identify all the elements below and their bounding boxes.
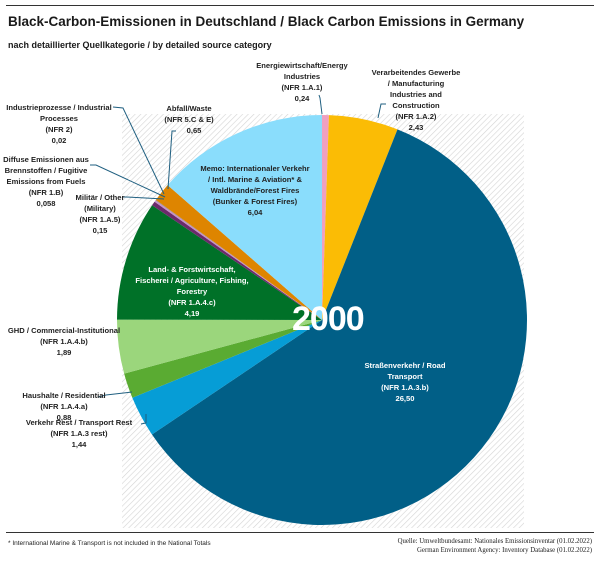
pie-slice <box>117 205 322 320</box>
label-text: Militär / Other <box>75 193 125 202</box>
pie-slice <box>167 115 322 320</box>
label-text: (Bunker & Forest Fires) <box>212 197 298 206</box>
label-text: Industries and <box>390 90 442 99</box>
label-agriculture: Land- & Forstwirtschaft, Fischerei / Agr… <box>126 264 258 319</box>
pie-slice <box>151 129 528 525</box>
source-line-2: German Environment Agency: Inventory Dat… <box>417 547 592 554</box>
label-military: Militär / Other (Military) (NFR 1.A.5) 0… <box>64 192 136 236</box>
label-text: Construction <box>392 101 440 110</box>
top-rule <box>6 5 594 6</box>
label-text: Verarbeitendes Gewerbe <box>371 68 461 77</box>
source-line-1: Quelle: Umweltbundesamt: Nationales Emis… <box>397 538 592 545</box>
pie-slice <box>322 115 329 320</box>
label-text: Memo: Internationaler Verkehr <box>200 164 310 173</box>
label-text: Industrieprozesse / Industrial <box>6 103 112 112</box>
pie-slice <box>322 115 398 321</box>
label-text: / Manufacturing <box>387 79 445 88</box>
label-value: 1,89 <box>56 348 72 357</box>
label-manufacturing: Verarbeitendes Gewerbe / Manufacturing I… <box>356 67 476 133</box>
label-value: 0,02 <box>51 136 67 145</box>
label-text: Abfall/Waste <box>166 104 212 113</box>
pie-slice <box>152 201 322 320</box>
label-industrial: Industrieprozesse / Industrial Processes… <box>0 102 118 146</box>
label-text: Processes <box>40 114 78 123</box>
label-text: (NFR 2) <box>45 125 73 134</box>
pie-slice <box>116 319 322 374</box>
label-text: (NFR 1.A.3 rest) <box>50 429 108 438</box>
label-text: (NFR 1.A.2) <box>395 112 437 121</box>
label-text: Diffuse Emissionen aus <box>3 155 89 164</box>
label-transport-rest: Verkehr Rest / Transport Rest (NFR 1.A.3… <box>18 417 140 450</box>
label-energy: Energiewirtschaft/Energy Industries (NFR… <box>246 60 358 104</box>
label-value: 6,04 <box>247 208 263 217</box>
label-text: (NFR 1.A.4.c) <box>168 298 216 307</box>
label-value: 0,88 <box>56 413 72 422</box>
pie-slice <box>132 320 322 435</box>
label-text: Haushalte / Residential <box>22 391 106 400</box>
source-note: Quelle: Umweltbundesamt: Nationales Emis… <box>398 537 592 555</box>
pie-slice <box>124 320 323 398</box>
label-value: 0,15 <box>92 226 108 235</box>
label-text: (NFR 1.A.1) <box>281 83 323 92</box>
label-text: Forestry <box>176 287 208 296</box>
label-text: Emissions from Fuels <box>6 177 86 186</box>
label-residential: Haushalte / Residential (NFR 1.A.4.a) 0,… <box>8 390 120 423</box>
label-text: Waldbrände/Forest Fires <box>210 186 300 195</box>
label-road-transport: Straßenverkehr / Road Transport (NFR 1.A… <box>350 360 460 404</box>
label-memo: Memo: Internationaler Verkehr / Intl. Ma… <box>186 163 324 218</box>
label-text: (NFR 5.C & E) <box>164 115 214 124</box>
label-text: (NFR 1.A.3.b) <box>381 383 429 392</box>
label-value: 0,65 <box>186 126 202 135</box>
pie-slice <box>155 185 322 320</box>
label-text: Land- & Forstwirtschaft, <box>148 265 236 274</box>
label-text: GHD / Commercial-Institutional <box>7 326 121 335</box>
label-text: (NFR 1.A.4.a) <box>40 402 88 411</box>
label-text: Verkehr Rest / Transport Rest <box>25 418 133 427</box>
label-value: 0,24 <box>294 94 310 103</box>
label-value: 0,058 <box>36 199 56 208</box>
label-text: (Military) <box>84 204 116 213</box>
pie-slice <box>154 200 322 320</box>
label-value: 1,44 <box>71 440 87 449</box>
pie-slice <box>155 199 322 320</box>
leader-lines <box>90 94 386 425</box>
label-text: Brennstoffen / Fugitive <box>4 166 88 175</box>
label-value: 2,43 <box>408 123 424 132</box>
label-text: Straßenverkehr / Road <box>364 361 446 370</box>
footnote: * International Marine & Transport is no… <box>8 540 211 547</box>
label-text: Energiewirtschaft/Energy <box>256 61 348 70</box>
bottom-rule <box>6 532 594 533</box>
year-label: 2000 <box>292 300 365 338</box>
pie-slices <box>116 115 528 525</box>
label-commercial: GHD / Commercial-Institutional (NFR 1.A.… <box>2 325 126 358</box>
label-text: Industries <box>283 72 321 81</box>
label-value: 26,50 <box>395 394 415 403</box>
chart-subtitle: nach detaillierter Quellkategorie / by d… <box>8 40 272 50</box>
label-text: (NFR 1.A.4.b) <box>40 337 88 346</box>
label-value: 4,19 <box>184 309 200 318</box>
label-text: Fischerei / Agriculture, Fishing, <box>135 276 249 285</box>
chart-title: Black-Carbon-Emissionen in Deutschland /… <box>8 14 525 29</box>
label-text: Transport <box>387 372 423 381</box>
label-waste: Abfall/Waste (NFR 5.C & E) 0,65 <box>154 103 224 136</box>
label-text: (NFR 1.A.5) <box>79 215 121 224</box>
label-text: (NFR 1.B) <box>28 188 64 197</box>
label-text: / Intl. Marine & Aviation* & <box>208 175 302 184</box>
label-fugitive: Diffuse Emissionen aus Brennstoffen / Fu… <box>0 154 92 209</box>
